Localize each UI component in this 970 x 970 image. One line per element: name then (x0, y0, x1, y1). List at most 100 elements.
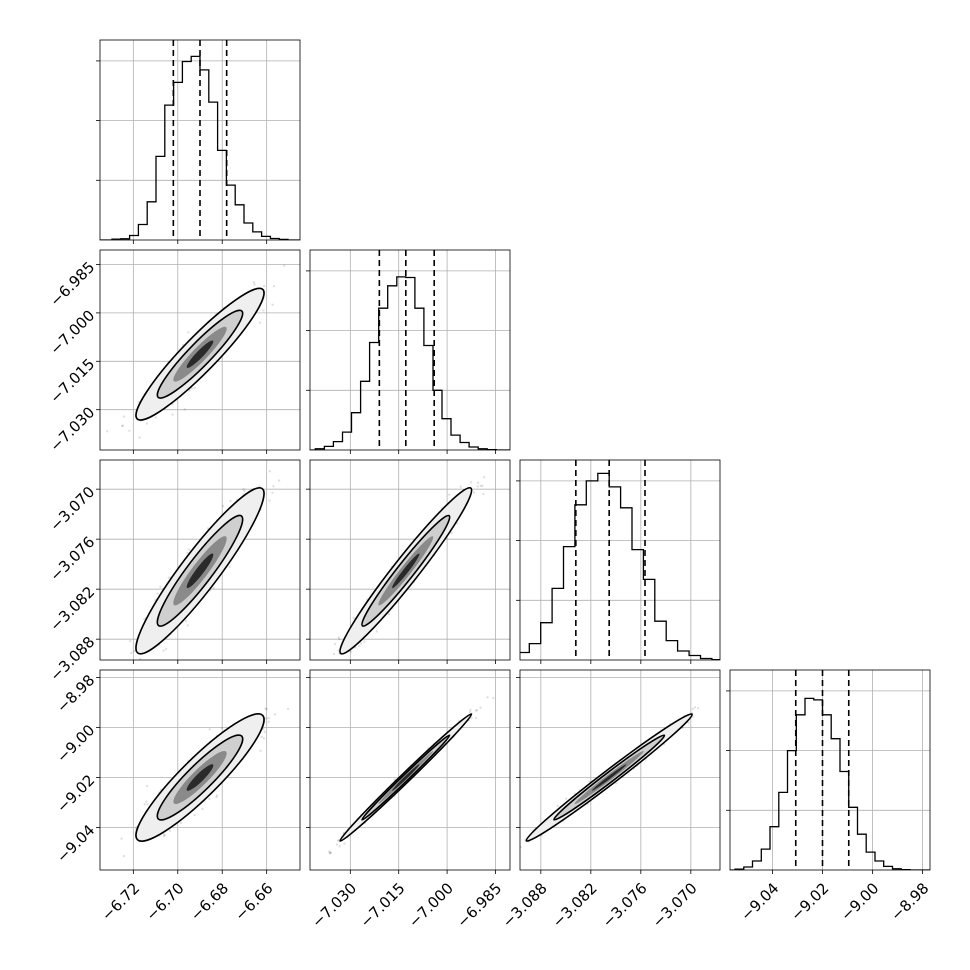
sample-point (167, 576, 171, 579)
sample-point (335, 843, 339, 846)
sample-point (264, 707, 267, 710)
y-tick-label: −7.015 (46, 355, 98, 407)
sample-point (154, 416, 157, 419)
sample-point (132, 650, 136, 653)
sample-point (162, 834, 166, 838)
x-tick-label: −7.015 (357, 879, 409, 931)
sample-point (120, 837, 123, 840)
sample-point (387, 612, 391, 616)
sample-point (277, 479, 281, 482)
sample-point (201, 807, 204, 811)
sample-point (312, 665, 314, 667)
y-tick-label: −6.985 (46, 258, 98, 310)
y-tick-label: −9.00 (53, 721, 98, 766)
density-level (591, 764, 627, 791)
contour-line (135, 713, 265, 842)
sample-point (187, 548, 191, 551)
sample-point (188, 389, 191, 392)
sample-point (121, 424, 125, 427)
sample-point (243, 489, 246, 493)
sample-point (193, 813, 196, 817)
x-tick-label: −7.000 (405, 879, 457, 931)
sample-point (133, 664, 135, 666)
sample-point (220, 726, 223, 730)
sample-point (183, 408, 186, 411)
histogram-panel-1 (306, 249, 511, 454)
sample-point (267, 717, 270, 720)
sample-point (479, 484, 482, 488)
sample-point (258, 321, 262, 324)
sample-point (329, 851, 332, 854)
sample-point (352, 617, 355, 620)
x-tick-label: −3.076 (599, 879, 651, 931)
sample-point (143, 618, 146, 621)
sample-point (106, 430, 109, 433)
sample-point (520, 845, 522, 849)
sample-point (190, 387, 193, 390)
x-tick-label: −6.68 (187, 879, 232, 924)
sample-point (221, 504, 225, 508)
sample-point (156, 592, 159, 595)
sample-point (338, 638, 341, 641)
histogram-panel-0 (96, 39, 301, 244)
sample-point (483, 476, 486, 479)
x-tick-label: −6.70 (142, 879, 187, 924)
sample-point (363, 640, 366, 643)
sample-point (476, 485, 479, 488)
histogram-series (730, 697, 930, 870)
sample-point (328, 850, 331, 853)
sample-point (271, 303, 274, 306)
sample-point (470, 717, 473, 720)
contour-line (135, 486, 265, 655)
panel-frame (519, 459, 721, 661)
sample-point (193, 386, 197, 389)
sample-point (228, 565, 231, 569)
sample-point (337, 649, 340, 652)
y-tick-label: −9.04 (53, 821, 98, 866)
panel-frame (99, 39, 301, 241)
sample-point (314, 694, 316, 696)
sample-point (328, 851, 332, 854)
sample-point (179, 821, 183, 825)
sample-point (123, 683, 125, 685)
sample-point (212, 586, 215, 589)
density-level (186, 340, 214, 368)
sample-point (474, 716, 478, 720)
sample-point (253, 283, 256, 286)
sample-point (229, 499, 232, 503)
density-level (186, 764, 214, 791)
contour-line (156, 734, 244, 821)
sample-point (696, 707, 700, 710)
sample-point (265, 708, 268, 711)
panel-frame (309, 669, 511, 871)
sample-point (472, 491, 476, 494)
sample-point (129, 640, 132, 643)
density-level (186, 553, 214, 589)
sample-point (691, 707, 694, 711)
sample-point (159, 585, 162, 588)
sample-point (265, 717, 268, 720)
scatter-panel-3-1: −7.030−7.015−7.000−6.985 (306, 669, 511, 931)
sample-point (336, 839, 340, 842)
x-tick-label: −7.030 (308, 879, 360, 931)
sample-point (687, 721, 690, 724)
sample-point (272, 485, 275, 488)
sample-point (448, 493, 451, 496)
sample-point (267, 720, 270, 724)
sample-point (359, 642, 363, 645)
sample-point (338, 845, 341, 848)
sample-point (143, 803, 146, 806)
sample-point (164, 647, 168, 651)
contour-line (156, 514, 244, 627)
histogram-series (310, 276, 510, 450)
y-tick-label: −3.082 (46, 583, 98, 635)
sample-point (119, 661, 121, 663)
sample-point (459, 485, 462, 488)
sample-point (252, 281, 256, 284)
sample-point (146, 803, 149, 806)
scatter-panel-3-0: −9.04−9.02−9.00−8.98−6.72 −6.70 −6.68 −6.66 (53, 669, 301, 924)
contour-line (339, 486, 473, 655)
sample-point (332, 652, 336, 656)
x-tick-label: −6.72 (98, 879, 143, 924)
